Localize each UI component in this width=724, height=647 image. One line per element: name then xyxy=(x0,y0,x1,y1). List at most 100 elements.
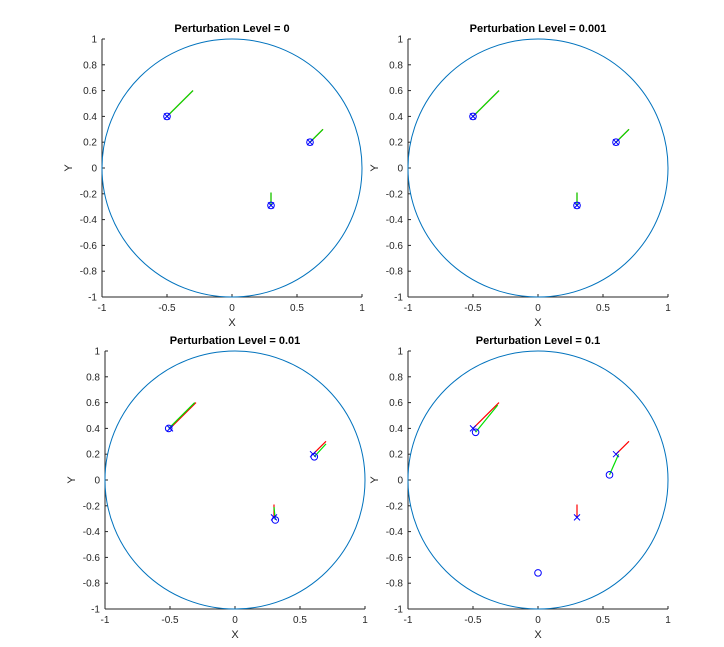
y-axis-label: Y xyxy=(63,164,75,172)
x-tick-label: 0 xyxy=(232,615,238,626)
y-axis-label: Y xyxy=(369,476,381,484)
y-tick-label: 0 xyxy=(91,164,97,175)
x-axis-label: X xyxy=(231,629,239,641)
y-tick-label: -0.8 xyxy=(83,579,101,590)
y-axis-label: Y xyxy=(369,164,381,172)
x-tick-label: -1 xyxy=(98,303,107,314)
marker-stroke xyxy=(267,202,275,209)
y-tick-label: 0.8 xyxy=(389,60,403,71)
y-tick-label: -1 xyxy=(394,605,403,616)
y-tick-label: 0.6 xyxy=(83,86,97,97)
y-tick-label: 0.6 xyxy=(389,86,403,97)
y-tick-label: -0.8 xyxy=(80,267,98,278)
marker-stroke xyxy=(573,202,581,209)
true-point-marker xyxy=(612,138,620,146)
x-tick-label: -0.5 xyxy=(161,615,179,626)
estimated-vector xyxy=(475,404,499,433)
true-point-marker xyxy=(267,202,275,209)
unit-circle xyxy=(407,350,669,610)
y-tick-label: -0.6 xyxy=(386,553,404,564)
y-tick-label: -0.2 xyxy=(83,501,101,512)
chart-panel-4: -1 -0.5 0 0.5 1 -1 -0.8 -0.6 -0.4 -0.2 0 0.2 0.4 0.6 0… xyxy=(369,335,671,641)
x-axis-label: X xyxy=(534,317,542,329)
x-axis-label: X xyxy=(534,629,542,641)
y-tick-label: 0.4 xyxy=(389,424,403,435)
true-point-marker xyxy=(166,425,174,432)
x-tick-label: -1 xyxy=(101,615,110,626)
y-tick-label: 0.2 xyxy=(86,450,100,461)
x-tick-label: 0 xyxy=(229,303,235,314)
y-tick-label: 0.4 xyxy=(86,424,100,435)
true-point-marker xyxy=(573,514,581,521)
x-tick-label: 0.5 xyxy=(293,615,307,626)
true-point-marker xyxy=(469,425,477,432)
y-tick-label: 0.2 xyxy=(83,138,97,149)
y-axis-label: Y xyxy=(66,476,78,484)
y-tick-label: -1 xyxy=(91,605,100,616)
y-tick-label: -1 xyxy=(394,293,403,304)
estimated-vector xyxy=(472,90,500,117)
y-tick-label: 0.2 xyxy=(389,450,403,461)
unit-circle xyxy=(407,38,669,298)
true-point-marker xyxy=(469,113,477,120)
y-tick-label: 1 xyxy=(397,35,403,46)
unit-circle xyxy=(104,350,366,610)
y-tick-label: 0.2 xyxy=(389,138,403,149)
estimated-point-marker xyxy=(471,428,480,437)
x-tick-label: 0 xyxy=(535,615,541,626)
y-tick-label: 0.4 xyxy=(389,112,403,123)
true-vector xyxy=(169,402,197,429)
marker-stroke xyxy=(469,113,477,120)
x-tick-label: -0.5 xyxy=(464,615,482,626)
y-tick-label: 0.6 xyxy=(86,398,100,409)
marker-stroke xyxy=(612,450,620,458)
estimated-vector xyxy=(313,443,327,458)
chart-title: Perturbation Level = 0.001 xyxy=(470,23,607,35)
y-tick-label: -0.8 xyxy=(386,267,404,278)
true-point-marker xyxy=(163,113,171,120)
x-tick-label: -1 xyxy=(404,303,413,314)
estimated-point-marker xyxy=(271,516,280,524)
estimated-point-marker xyxy=(164,424,173,433)
chart-panel-1: -1 -0.5 0 0.5 1 -1 -0.8 -0.6 -0.4 -0.2 0 0.2 0.4 0.6 0… xyxy=(63,23,365,329)
marker-stroke xyxy=(306,138,314,146)
y-tick-label: 1 xyxy=(91,35,97,46)
y-tick-label: 0 xyxy=(94,476,100,487)
x-tick-label: 1 xyxy=(359,303,365,314)
estimated-point-marker xyxy=(310,452,319,461)
estimated-point-marker xyxy=(573,201,581,210)
y-tick-label: -0.4 xyxy=(386,215,404,226)
estimated-point-marker xyxy=(605,471,614,479)
estimated-vector xyxy=(168,402,196,429)
y-tick-label: 0 xyxy=(397,476,403,487)
x-tick-label: 0.5 xyxy=(290,303,304,314)
y-tick-label: -0.2 xyxy=(80,189,98,200)
marker-stroke xyxy=(469,425,477,432)
y-tick-label: -0.2 xyxy=(386,501,404,512)
y-tick-label: -0.6 xyxy=(386,241,404,252)
chart-title: Perturbation Level = 0 xyxy=(174,23,289,35)
y-tick-label: -0.6 xyxy=(80,241,98,252)
y-tick-label: -0.2 xyxy=(386,189,404,200)
x-tick-label: -1 xyxy=(404,615,413,626)
estimated-point-marker xyxy=(163,112,171,121)
true-point-marker xyxy=(573,202,581,209)
y-tick-label: 1 xyxy=(94,347,100,358)
marker-stroke xyxy=(573,514,581,521)
y-tick-label: -0.6 xyxy=(83,553,101,564)
y-tick-label: 0 xyxy=(397,164,403,175)
x-tick-label: 0.5 xyxy=(596,615,610,626)
estimated-point-marker xyxy=(306,138,314,146)
x-tick-label: -0.5 xyxy=(158,303,176,314)
y-tick-label: -1 xyxy=(88,293,97,304)
x-tick-label: 1 xyxy=(665,615,671,626)
estimated-point-marker xyxy=(534,569,542,577)
chart-panel-2: -1 -0.5 0 0.5 1 -1 -0.8 -0.6 -0.4 -0.2 0 0.2 0.4 0.6 0… xyxy=(369,23,671,329)
y-tick-label: 0.4 xyxy=(83,112,97,123)
x-tick-label: 0 xyxy=(535,303,541,314)
true-vector xyxy=(472,402,500,429)
marker-stroke xyxy=(612,138,620,146)
y-tick-label: 1 xyxy=(397,347,403,358)
true-point-marker xyxy=(306,138,314,146)
